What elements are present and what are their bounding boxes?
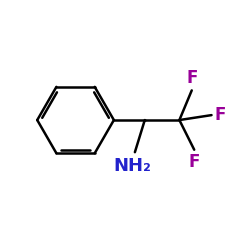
Text: NH₂: NH₂ (114, 157, 151, 175)
Text: F: F (214, 106, 226, 124)
Text: F: F (188, 154, 200, 172)
Text: F: F (186, 69, 198, 87)
